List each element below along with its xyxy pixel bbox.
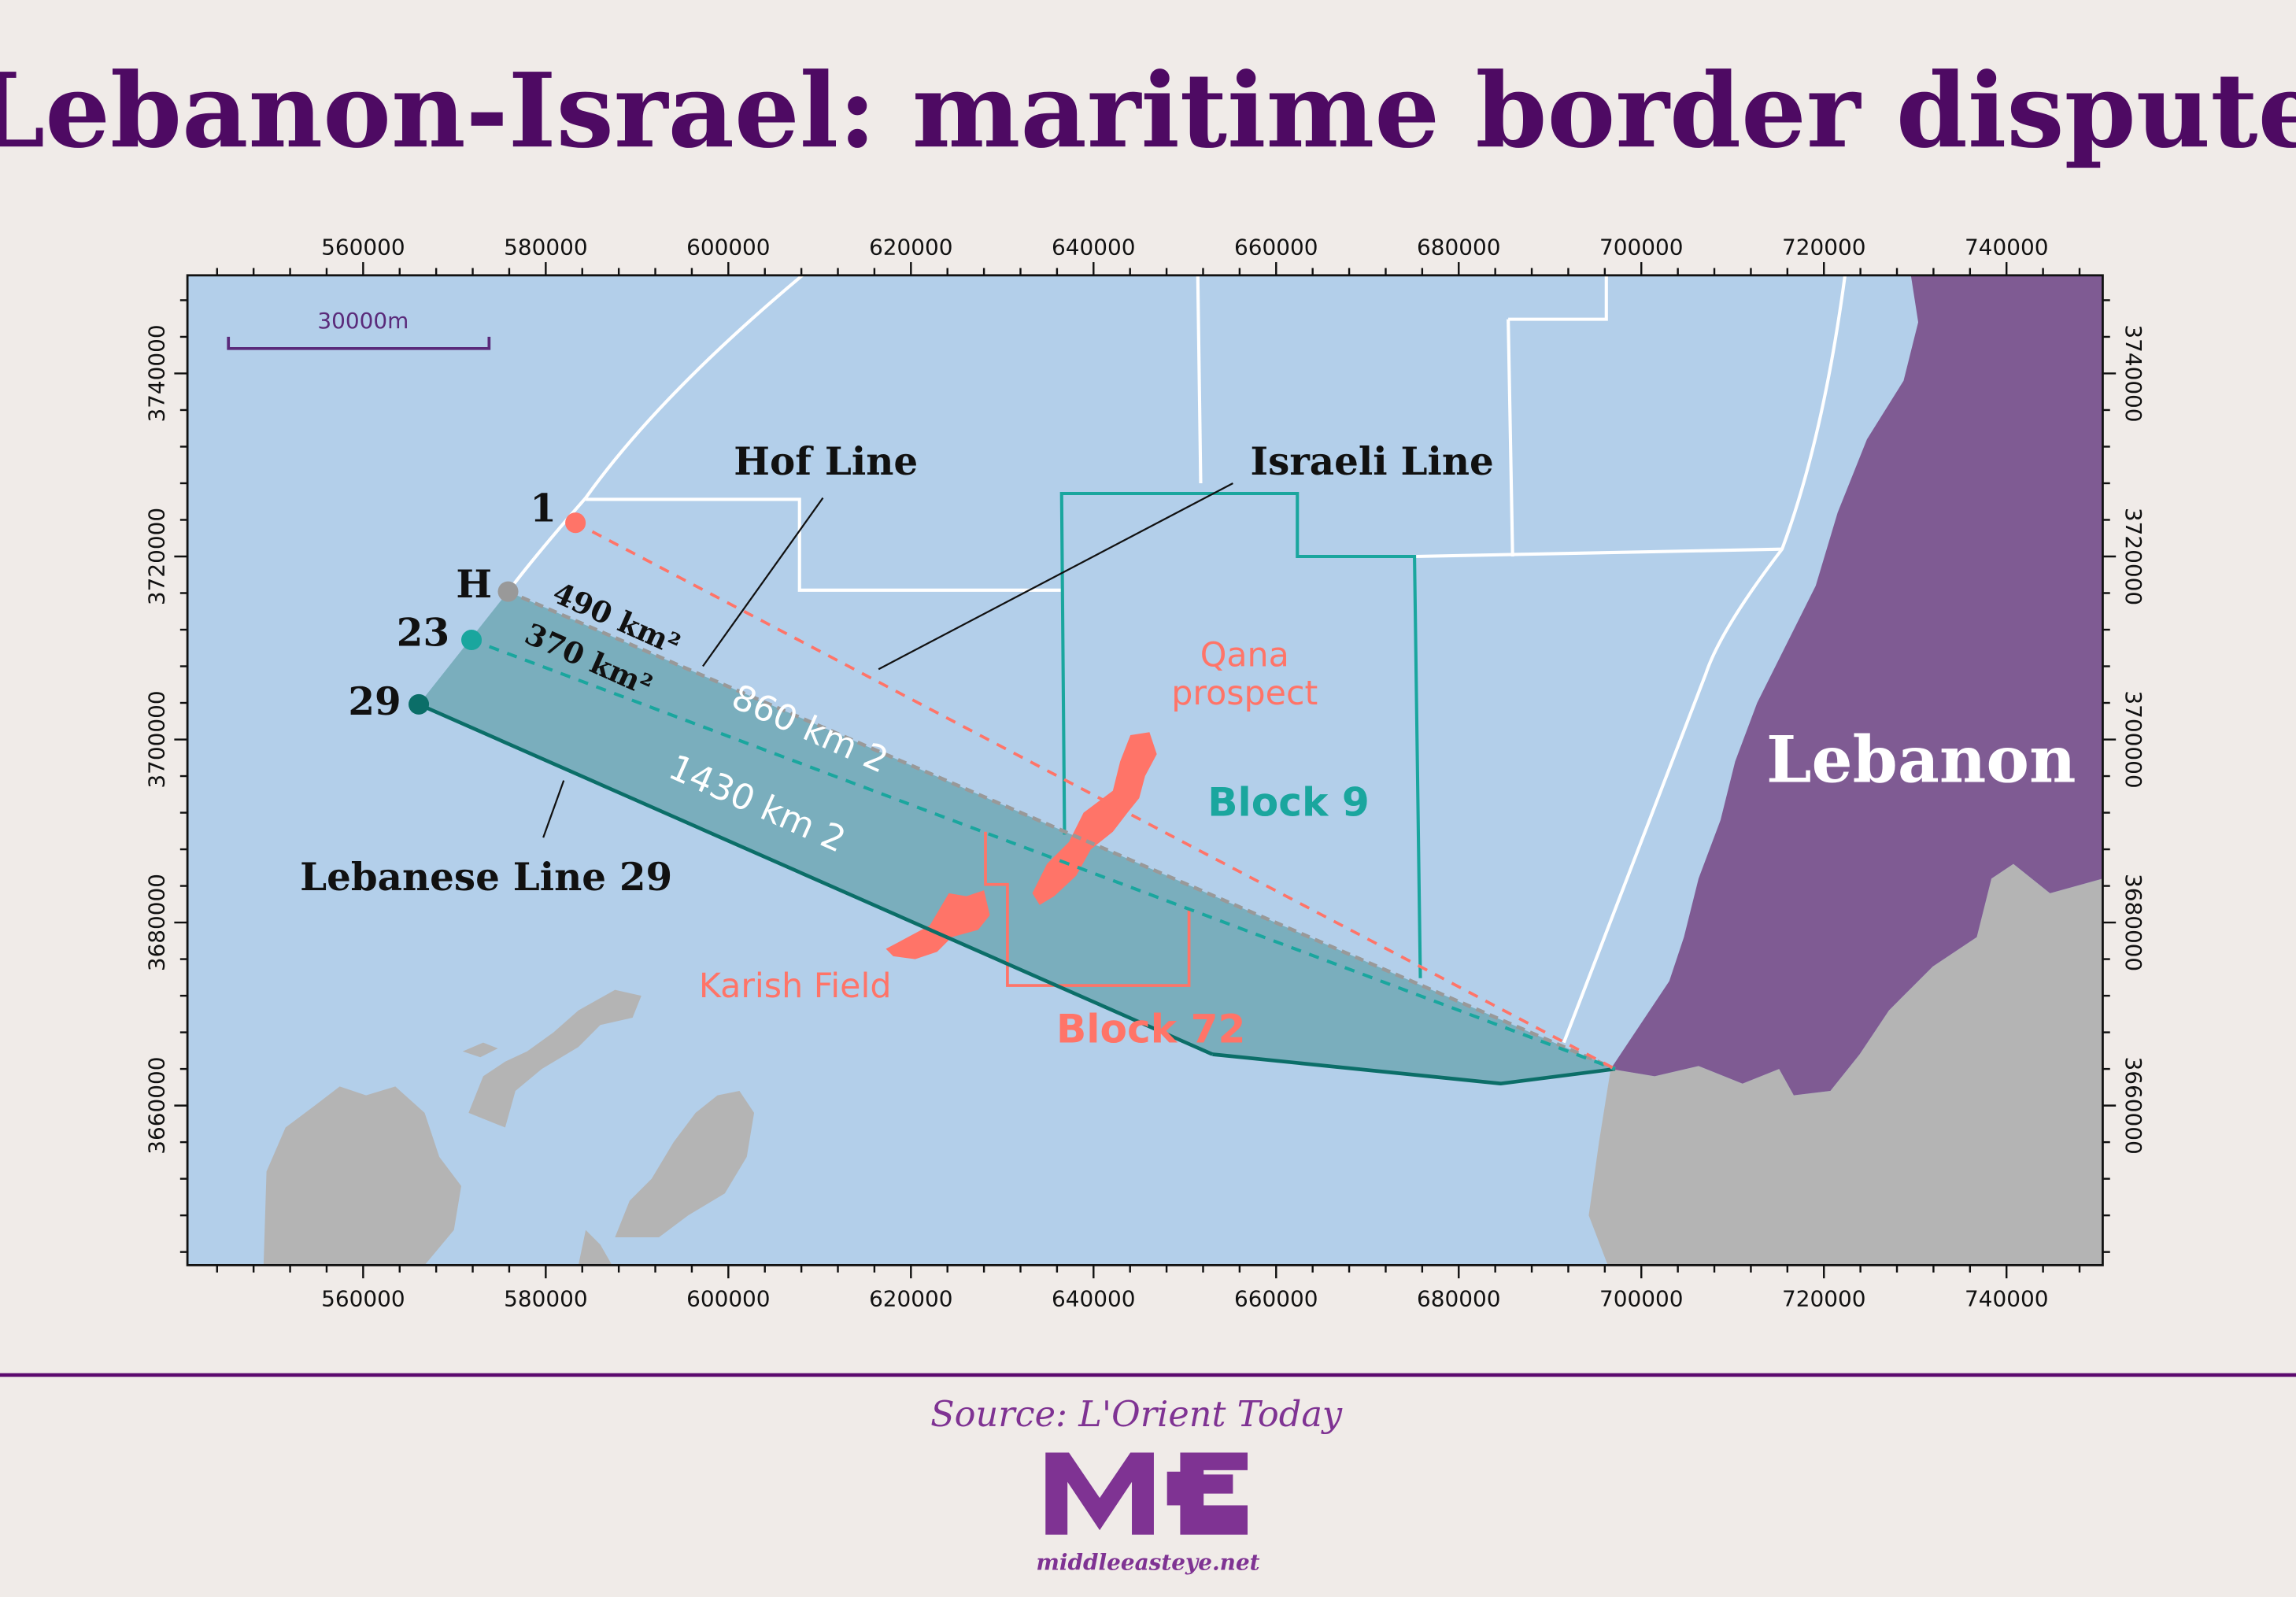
x-tick-label-bottom: 620000: [869, 1285, 952, 1311]
x-tick-label-top: 720000: [1782, 235, 1865, 261]
block-9-boundary: [1059, 491, 1422, 978]
point-23-marker: [461, 630, 482, 651]
y-tick-label-left: 3720000: [143, 508, 169, 605]
block-boundaries: [506, 275, 1847, 1044]
lebanese-line-29-south: [1212, 1052, 1616, 1086]
x-tick-label-bottom: 640000: [1052, 1285, 1135, 1311]
point-23-label: 23: [397, 611, 449, 655]
source-text: Source: L'Orient Today: [930, 1394, 1343, 1435]
y-tick-label-left: 3700000: [143, 690, 169, 788]
site-url: middleeasteye.net: [1036, 1549, 1259, 1575]
point-h-marker: [497, 581, 519, 602]
point-29-label: 29: [348, 680, 401, 724]
x-tick-label-bottom: 740000: [1965, 1285, 2048, 1311]
y-tick-label-left: 3740000: [143, 324, 169, 422]
lebanese-line-label: Lebanese Line 29: [300, 856, 672, 900]
hof-line: [507, 590, 1616, 1071]
israeli-line-label: Israeli Line: [1250, 440, 1493, 484]
x-tick-label-top: 660000: [1234, 235, 1318, 261]
mee-logo: [1045, 1452, 1248, 1535]
map: 560000 560000 580000 580000 600000 600000 6200…: [143, 235, 2146, 1312]
line-23: [471, 638, 1616, 1071]
y-tick-label-right: 3740000: [2120, 324, 2146, 422]
y-tick-label-left: 3660000: [143, 1057, 169, 1155]
x-tick-label-top: 580000: [504, 235, 587, 261]
x-tick-label-bottom: 720000: [1782, 1285, 1865, 1311]
x-tick-label-top: 560000: [321, 235, 405, 261]
leader-lines: [542, 482, 1233, 838]
y-tick-label-left: 3680000: [143, 874, 169, 971]
lebanese-line-29: [418, 702, 1214, 1056]
karish-label: Karish Field: [699, 967, 892, 1006]
x-tick-label-top: 740000: [1965, 235, 2048, 261]
block-9-label: Block 9: [1207, 778, 1370, 825]
disputed-area: [419, 591, 1615, 1084]
x-tick-label-bottom: 660000: [1234, 1285, 1318, 1311]
qana-label-line2: prospect: [1171, 674, 1318, 713]
y-tick-label-right: 3660000: [2120, 1057, 2146, 1155]
block-72-boundary: [984, 831, 1191, 987]
y-tick-label-right: 3680000: [2120, 874, 2146, 971]
x-tick-label-bottom: 600000: [686, 1285, 770, 1311]
x-tick-label-bottom: 580000: [504, 1285, 587, 1311]
x-tick-label-bottom: 680000: [1417, 1285, 1500, 1311]
page-title: Lebanon-Israel: maritime border dispute: [0, 50, 2296, 171]
map-frame: [186, 274, 2104, 1266]
point-1-marker: [565, 512, 586, 534]
scale-bar: [227, 336, 491, 350]
cyprus-landmass: [187, 989, 755, 1266]
x-tick-label-bottom: 700000: [1599, 1285, 1683, 1311]
lebanon-label: Lebanon: [1766, 722, 2076, 797]
karish-field: [885, 890, 990, 959]
axis-ticks: 560000 560000 580000 580000 600000 600000 6200…: [143, 235, 2146, 1312]
point-1-label: 1: [530, 486, 556, 530]
y-tick-label-right: 3700000: [2120, 690, 2146, 788]
qana-label-line1: Qana: [1200, 636, 1289, 675]
x-tick-label-top: 700000: [1599, 235, 1683, 261]
lebanon-landmass: [1610, 275, 2103, 1096]
y-tick-label-right: 3720000: [2120, 508, 2146, 605]
israeli-line-1: [575, 521, 1616, 1070]
point-29-marker: [409, 693, 430, 715]
hof-line-label: Hof Line: [734, 440, 918, 484]
block-72-label: Block 72: [1056, 1006, 1246, 1052]
x-tick-label-top: 600000: [686, 235, 770, 261]
x-tick-label-top: 680000: [1417, 235, 1500, 261]
x-tick-label-top: 640000: [1052, 235, 1135, 261]
scale-bar-label: 30000m: [317, 308, 409, 334]
x-tick-label-bottom: 560000: [321, 1285, 405, 1311]
israel-landmass: [1588, 863, 2103, 1266]
x-tick-label-top: 620000: [869, 235, 952, 261]
point-h-label: H: [456, 563, 492, 607]
